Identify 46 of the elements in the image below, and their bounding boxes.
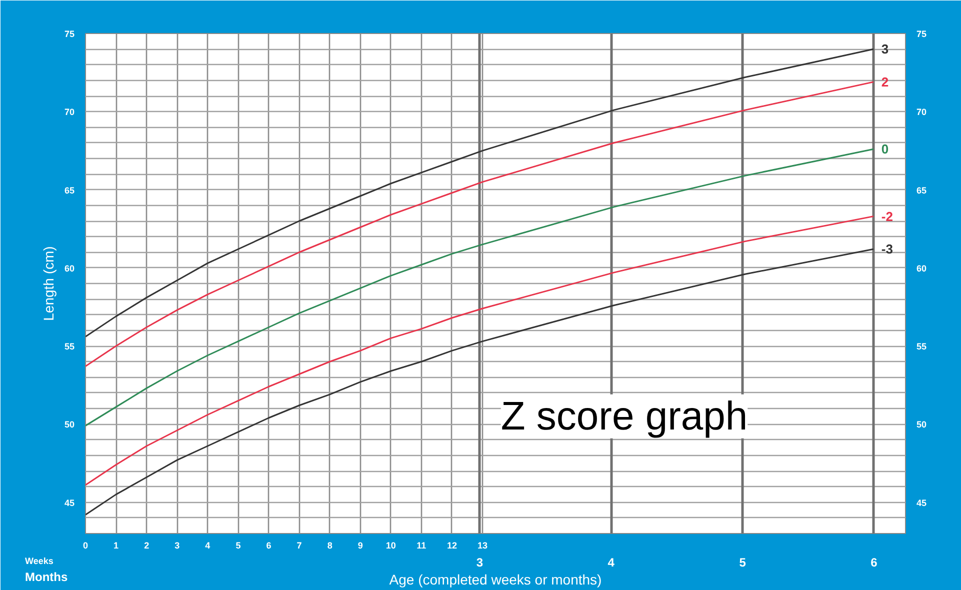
x-axis-title: Age (completed weeks or months) <box>389 572 602 588</box>
x-tick-label: 13 <box>478 540 488 550</box>
x2-tick-label: 3 <box>476 556 484 570</box>
y-tick-label: 45 <box>64 498 75 508</box>
text: Months <box>25 570 68 584</box>
y-tick-label: 55 <box>64 342 75 352</box>
text: Weeks <box>25 556 54 566</box>
x2-tick-label: 4 <box>608 556 615 570</box>
line-series <box>86 81 874 368</box>
line-series <box>86 48 874 338</box>
x-tick-label: 6 <box>266 540 272 550</box>
series-label: -2 <box>881 208 893 224</box>
x-tick-label: 5 <box>236 540 241 550</box>
y-tick-label: 75 <box>64 29 75 39</box>
x-tick-label: 1 <box>114 540 119 550</box>
y2-tick-label: 60 <box>916 263 927 274</box>
y-axis-title: Length (cm) <box>40 246 56 321</box>
series-label: 0 <box>881 142 889 157</box>
x-tick-label: 12 <box>446 540 457 550</box>
y2-tick-label: 45 <box>916 498 927 508</box>
y2-tick-label: 70 <box>916 107 927 118</box>
line-series <box>86 248 874 516</box>
x-tick-label: 0 <box>82 540 88 550</box>
y2-tick-label: 55 <box>916 342 927 352</box>
x-tick-label: 10 <box>386 540 396 550</box>
series-label: 3 <box>881 42 889 57</box>
x-tick-label: 8 <box>327 540 332 550</box>
y2-tick-label: 65 <box>916 185 927 196</box>
line-series <box>86 216 874 486</box>
y2-tick-label: 75 <box>916 29 927 39</box>
x-tick-label: 3 <box>174 540 180 550</box>
series-label: -3 <box>881 242 893 257</box>
x-tick-label: 2 <box>144 540 150 550</box>
x-tick-label: 9 <box>358 540 363 550</box>
y2-tick-label: 50 <box>916 420 927 430</box>
y-tick-label: 65 <box>64 185 75 196</box>
x2-tick-label: 5 <box>739 556 746 570</box>
x2-tick-label: 6 <box>870 556 878 570</box>
y-tick-label: 70 <box>64 107 75 118</box>
y-tick-label: 50 <box>64 420 75 430</box>
x-tick-label: 11 <box>416 540 426 550</box>
annotation: Z score graph <box>500 394 748 438</box>
y-tick-label: 60 <box>64 263 75 274</box>
x-tick-label: 7 <box>296 540 302 550</box>
series-label: 2 <box>881 74 889 90</box>
x-tick-label: 4 <box>205 540 210 550</box>
